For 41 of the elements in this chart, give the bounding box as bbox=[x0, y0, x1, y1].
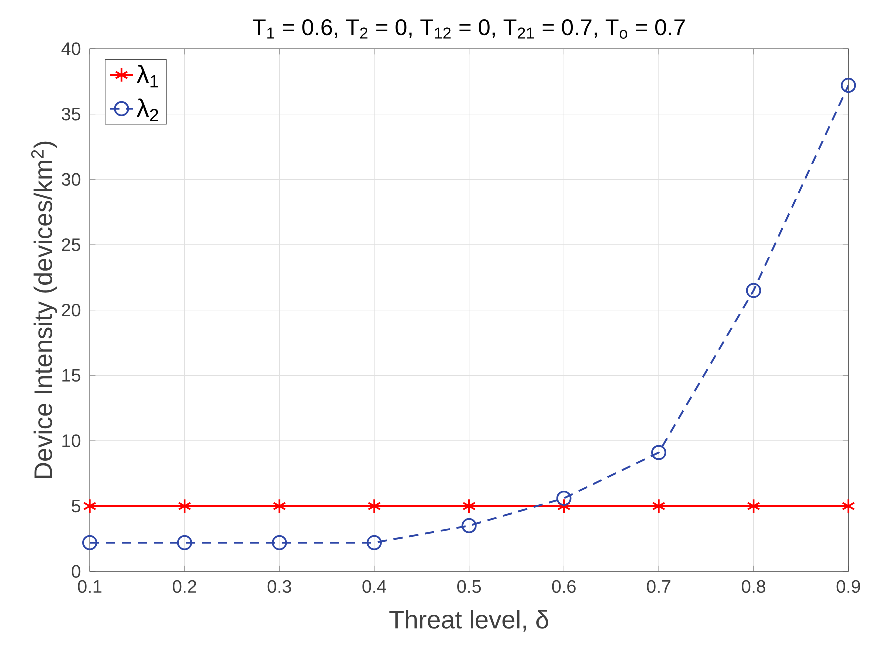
y-tick-label: 5 bbox=[72, 500, 81, 513]
point bbox=[841, 78, 856, 94]
point bbox=[558, 498, 571, 514]
legend-label: λ$_{2}$ bbox=[136, 98, 158, 122]
legend-label: λ$_{1}$ bbox=[136, 65, 158, 88]
y-tick-label: 10 bbox=[62, 434, 81, 448]
x-tick-label: 0.5 bbox=[458, 580, 482, 594]
y-tick-label: 0 bbox=[72, 565, 81, 578]
point bbox=[368, 498, 382, 514]
point bbox=[178, 498, 192, 514]
y-tick-label: 15 bbox=[62, 369, 81, 382]
point bbox=[747, 498, 760, 514]
point bbox=[556, 490, 572, 506]
point bbox=[462, 498, 476, 514]
point bbox=[273, 498, 286, 514]
point bbox=[272, 535, 288, 550]
y-tick-label: 40 bbox=[62, 42, 81, 56]
y-tick-label: 30 bbox=[62, 173, 81, 186]
x-axis-title: Threat level, δ bbox=[390, 610, 548, 632]
x-tick-label: 0.4 bbox=[362, 580, 386, 594]
point bbox=[746, 283, 762, 298]
x-tick-label: 0.6 bbox=[552, 580, 576, 594]
x-tick-label: 0.3 bbox=[268, 580, 292, 594]
y-axis-title: Device Intensity (devices/km$^{2}$) bbox=[31, 142, 58, 478]
point bbox=[652, 498, 666, 514]
point bbox=[82, 535, 98, 550]
point bbox=[366, 535, 382, 550]
x-tick-label: 0.2 bbox=[173, 580, 196, 594]
x-tick-label: 0.7 bbox=[647, 580, 671, 594]
y-tick-label: 20 bbox=[62, 304, 81, 317]
x-tick-label: 0.8 bbox=[742, 580, 766, 594]
point bbox=[462, 518, 477, 534]
y-tick-label: 35 bbox=[62, 108, 81, 121]
point bbox=[842, 498, 856, 514]
chart-title: T$_{1}$ = 0.6, T$_{2}$ = 0, T$_{12}$ = 0, T$_{21}$ = 0.7, T$_{o}$ = 0.7 bbox=[253, 20, 685, 39]
y-tick-label: 25 bbox=[62, 238, 81, 252]
point bbox=[83, 498, 97, 514]
point bbox=[651, 445, 667, 460]
x-tick-label: 0.1 bbox=[78, 580, 102, 594]
x-tick-label: 0.9 bbox=[836, 580, 860, 594]
point bbox=[177, 535, 192, 550]
